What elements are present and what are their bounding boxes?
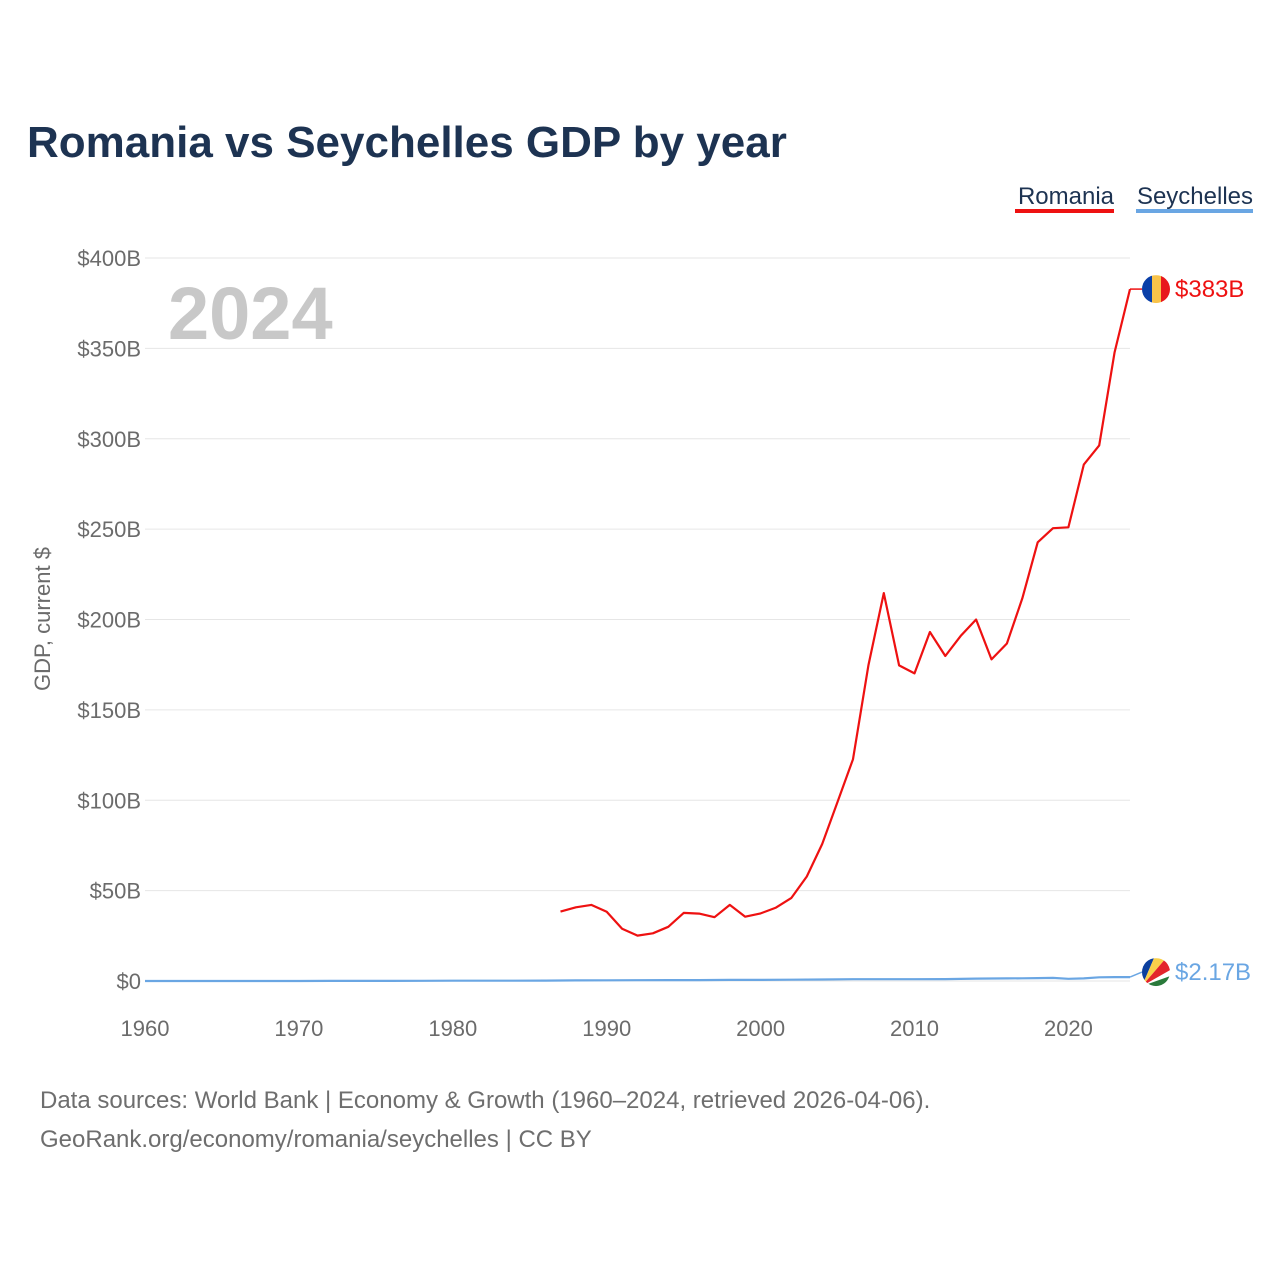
x-tick-label: 1970 (274, 1016, 323, 1041)
legend: Romania Seychelles (1015, 183, 1253, 213)
y-tick-label: $50B (90, 879, 141, 904)
x-axis-ticks: 1960 1970 1980 1990 2000 2010 2020 (121, 1016, 1093, 1041)
series-line-seychelles[interactable] (145, 975, 1130, 983)
chart-title: Romania vs Seychelles GDP by year (27, 118, 787, 167)
y-tick-label: $250B (77, 517, 141, 542)
y-tick-label: $200B (77, 608, 141, 633)
credit-link[interactable]: GeoRank.org/economy/romania/seychelles |… (40, 1126, 592, 1153)
series-line-romania[interactable] (560, 288, 1132, 937)
romania-end-label: $383B (1175, 276, 1244, 303)
seychelles-end-connector (1129, 971, 1143, 978)
y-tick-label: $350B (77, 336, 141, 361)
x-tick-label: 2000 (736, 1016, 785, 1041)
seychelles-end-marker: $2.17B (1129, 958, 1251, 987)
y-tick-label: $150B (77, 698, 141, 723)
legend-label-seychelles[interactable]: Seychelles (1137, 183, 1253, 210)
x-tick-label: 2020 (1044, 1016, 1093, 1041)
y-tick-label: $400B (77, 246, 141, 271)
seychelles-flag-icon (1142, 958, 1170, 987)
legend-swatch-romania (1015, 209, 1114, 213)
legend-label-romania[interactable]: Romania (1018, 183, 1115, 210)
y-tick-label: $300B (77, 427, 141, 452)
y-tick-label: $0 (117, 969, 141, 994)
x-tick-label: 1960 (121, 1016, 170, 1041)
y-axis-label: GDP, current $ (30, 547, 55, 691)
romania-end-marker: $383B (1130, 275, 1244, 304)
romania-flag-icon (1142, 275, 1170, 304)
grid (145, 257, 1130, 982)
year-watermark: 2024 (168, 272, 333, 355)
y-tick-label: $100B (77, 788, 141, 813)
x-tick-label: 1990 (582, 1016, 631, 1041)
legend-swatch-seychelles (1136, 209, 1253, 213)
x-tick-label: 1980 (428, 1016, 477, 1041)
x-tick-label: 2010 (890, 1016, 939, 1041)
y-axis-ticks: $0 $50B $100B $150B $200B $250B $300B $350B $400… (77, 246, 141, 994)
series-lines (145, 288, 1132, 983)
seychelles-end-label: $2.17B (1175, 959, 1251, 986)
source-note: Data sources: World Bank | Economy & Gro… (40, 1087, 930, 1114)
